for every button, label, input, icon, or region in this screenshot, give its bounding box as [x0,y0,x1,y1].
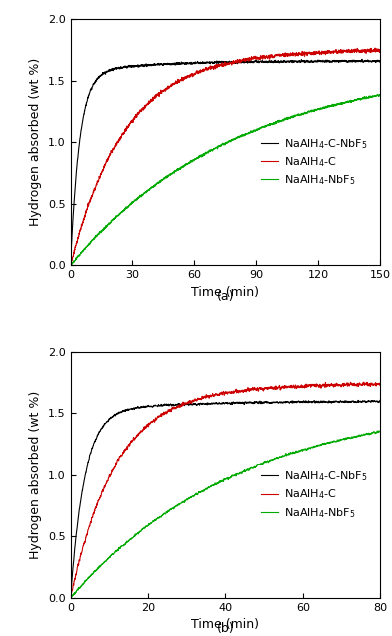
NaAlH$_4$-NbF$_5$ [211,481,215,489]
NaAlH$_4$-C [369,380,374,388]
NaAlH$_4$-C-NbF$_5$ [68,261,73,268]
NaAlH$_4$-C-NbF$_5$ [338,58,343,66]
NaAlH$_4$-NbF$_5$ [378,91,383,99]
NaAlH$_4$-C [211,392,216,399]
NaAlH$_4$-NbF$_5$ [312,443,317,451]
NaAlH$_4$-NbF$_5$ [372,92,377,100]
Line: NaAlH$_4$-NbF$_5$: NaAlH$_4$-NbF$_5$ [71,95,380,265]
NaAlH$_4$-C [312,382,317,390]
NaAlH$_4$-C [378,48,383,55]
NaAlH$_4$-NbF$_5$ [68,594,73,602]
NaAlH$_4$-NbF$_5$ [375,427,379,435]
Y-axis label: Hydrogen absorbed (wt %): Hydrogen absorbed (wt %) [29,391,42,559]
Line: NaAlH$_4$-C: NaAlH$_4$-C [71,382,380,597]
Text: (a): (a) [217,290,234,303]
NaAlH$_4$-NbF$_5$ [369,431,374,438]
NaAlH$_4$-NbF$_5$ [103,222,108,230]
NaAlH$_4$-C [369,380,374,388]
NaAlH$_4$-C-NbF$_5$ [369,398,374,405]
NaAlH$_4$-C-NbF$_5$ [68,593,73,600]
NaAlH$_4$-C-NbF$_5$ [122,63,127,71]
NaAlH$_4$-C [372,46,376,54]
NaAlH$_4$-C-NbF$_5$ [312,398,317,405]
NaAlH$_4$-C [68,593,73,600]
NaAlH$_4$-NbF$_5$ [219,477,223,485]
NaAlH$_4$-C [373,45,377,52]
X-axis label: Time (min): Time (min) [191,618,260,632]
NaAlH$_4$-C [361,378,366,386]
NaAlH$_4$-C [187,72,192,80]
NaAlH$_4$-C-NbF$_5$ [378,59,383,66]
NaAlH$_4$-C [200,66,205,74]
NaAlH$_4$-C-NbF$_5$ [219,399,223,407]
Y-axis label: Hydrogen absorbed (wt %): Hydrogen absorbed (wt %) [29,58,42,226]
NaAlH$_4$-NbF$_5$ [69,261,73,269]
NaAlH$_4$-NbF$_5$ [84,576,89,584]
NaAlH$_4$-C-NbF$_5$ [378,396,383,404]
NaAlH$_4$-C [103,159,108,167]
Text: (b): (b) [217,623,234,635]
NaAlH$_4$-NbF$_5$ [68,260,73,268]
NaAlH$_4$-C-NbF$_5$ [369,398,374,405]
NaAlH$_4$-NbF$_5$ [339,100,343,108]
NaAlH$_4$-C-NbF$_5$ [359,55,364,63]
NaAlH$_4$-NbF$_5$ [122,206,127,214]
NaAlH$_4$-C [84,532,89,539]
X-axis label: Time (min): Time (min) [191,286,260,299]
NaAlH$_4$-C [338,46,343,53]
NaAlH$_4$-C-NbF$_5$ [187,60,192,67]
NaAlH$_4$-NbF$_5$ [378,428,383,436]
NaAlH$_4$-C [69,593,73,601]
Line: NaAlH$_4$-NbF$_5$: NaAlH$_4$-NbF$_5$ [71,431,380,598]
NaAlH$_4$-C-NbF$_5$ [103,68,108,76]
Legend: NaAlH$_4$-C-NbF$_5$, NaAlH$_4$-C, NaAlH$_4$-NbF$_5$: NaAlH$_4$-C-NbF$_5$, NaAlH$_4$-C, NaAlH$… [257,465,372,524]
NaAlH$_4$-C-NbF$_5$ [200,59,205,66]
Line: NaAlH$_4$-C-NbF$_5$: NaAlH$_4$-C-NbF$_5$ [71,400,380,597]
NaAlH$_4$-C-NbF$_5$ [84,467,89,474]
NaAlH$_4$-NbF$_5$ [200,151,205,158]
NaAlH$_4$-NbF$_5$ [369,430,374,438]
NaAlH$_4$-NbF$_5$ [187,159,192,167]
Legend: NaAlH$_4$-C-NbF$_5$, NaAlH$_4$-C, NaAlH$_4$-NbF$_5$: NaAlH$_4$-C-NbF$_5$, NaAlH$_4$-C, NaAlH$… [257,132,372,191]
NaAlH$_4$-C [219,389,224,396]
Line: NaAlH$_4$-C-NbF$_5$: NaAlH$_4$-C-NbF$_5$ [71,59,380,265]
Line: NaAlH$_4$-C: NaAlH$_4$-C [71,48,380,265]
NaAlH$_4$-C [68,261,73,269]
NaAlH$_4$-C-NbF$_5$ [211,400,215,408]
NaAlH$_4$-C-NbF$_5$ [372,57,377,65]
NaAlH$_4$-C [122,129,127,137]
NaAlH$_4$-C [378,382,383,389]
